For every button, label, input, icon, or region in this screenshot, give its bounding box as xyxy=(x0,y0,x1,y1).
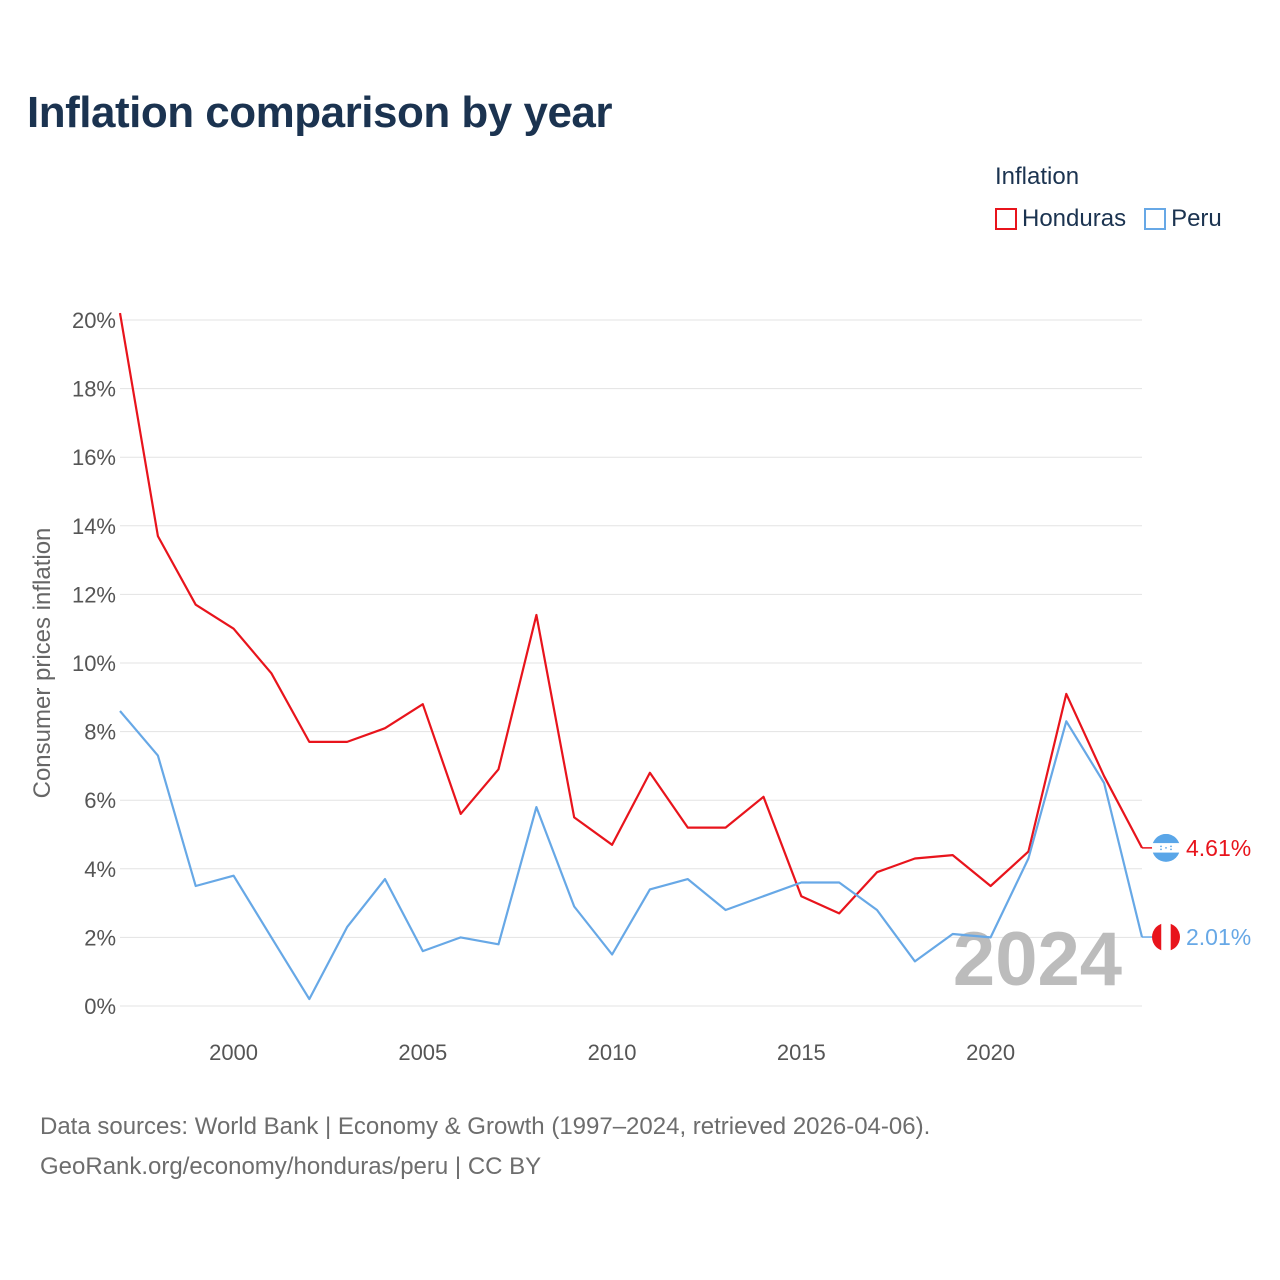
flag-star xyxy=(1170,848,1172,851)
legend-title: Inflation xyxy=(995,163,1080,190)
y-tick-label: 20% xyxy=(72,308,116,333)
end-label-honduras: 4.61% xyxy=(1186,835,1251,861)
x-tick-label: 2015 xyxy=(777,1040,826,1065)
x-tick-label: 2005 xyxy=(398,1040,447,1065)
y-tick-label: 16% xyxy=(72,445,116,470)
y-tick-label: 8% xyxy=(84,720,116,745)
legend: Honduras Peru xyxy=(995,205,1222,233)
footer-credit: GeoRank.org/economy/honduras/peru | CC B… xyxy=(40,1153,542,1180)
y-tick-label: 12% xyxy=(72,582,116,607)
y-tick-label: 0% xyxy=(84,994,116,1019)
footer-sources: Data sources: World Bank | Economy & Gro… xyxy=(40,1113,931,1140)
y-tick-label: 4% xyxy=(84,857,116,882)
flag-band xyxy=(1170,923,1180,952)
y-tick-label: 6% xyxy=(84,788,116,813)
flag-band xyxy=(1152,833,1180,844)
x-tick-label: 2010 xyxy=(588,1040,637,1065)
x-tick-label: 2000 xyxy=(209,1040,258,1065)
legend-label-honduras: Honduras xyxy=(1022,205,1127,232)
legend-swatch-honduras xyxy=(995,208,1017,230)
y-tick-label: 2% xyxy=(84,925,116,950)
year-watermark: 2024 xyxy=(953,917,1122,1002)
flag-band xyxy=(1152,852,1180,862)
flag-star xyxy=(1170,845,1172,848)
end-label-peru: 2.01% xyxy=(1186,924,1251,950)
y-tick-label: 10% xyxy=(72,651,116,676)
flag-star xyxy=(1160,848,1162,851)
legend-swatch-peru xyxy=(1144,208,1167,230)
flag-star xyxy=(1165,846,1167,849)
flag-star xyxy=(1160,845,1162,848)
honduras-flag-icon xyxy=(1152,833,1180,862)
series-line-peru xyxy=(119,710,1144,1001)
flag-band xyxy=(1152,923,1162,952)
legend-item-peru[interactable]: Peru xyxy=(1144,205,1222,233)
peru-flag-icon xyxy=(1152,923,1180,952)
y-tick-label: 18% xyxy=(72,377,116,402)
legend-item-honduras[interactable]: Honduras xyxy=(995,205,1126,233)
y-axis-title: Consumer prices inflation xyxy=(29,528,56,799)
y-tick-label: 14% xyxy=(72,514,116,539)
legend-label-peru: Peru xyxy=(1171,205,1222,232)
series-line-honduras xyxy=(118,312,1143,915)
footer: Data sources: World Bank | Economy & Gro… xyxy=(40,1107,930,1187)
chart-title: Inflation comparison by year xyxy=(27,88,613,137)
x-tick-label: 2020 xyxy=(966,1040,1015,1065)
flag-band xyxy=(1161,923,1171,952)
